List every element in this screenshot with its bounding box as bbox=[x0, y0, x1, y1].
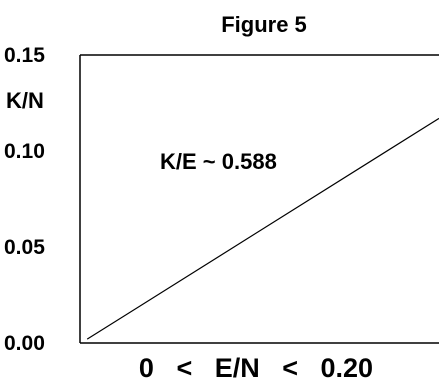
series-group bbox=[86, 117, 439, 340]
slope-annotation: K/E ~ 0.588 bbox=[160, 149, 277, 174]
y-tick-label: 0.00 bbox=[4, 332, 45, 355]
series-line bbox=[86, 117, 439, 340]
y-tick-label: 0.15 bbox=[4, 44, 45, 67]
y-tick-labels: 0.15 0.10 0.05 0.00 bbox=[4, 44, 45, 355]
x-axis-label: 0 < E/N < 0.20 bbox=[139, 353, 373, 383]
y-tick-label: 0.10 bbox=[4, 140, 45, 163]
y-axis-label: K/N bbox=[6, 88, 44, 113]
chart-title: Figure 5 bbox=[221, 12, 307, 37]
y-tick-label: 0.05 bbox=[4, 236, 45, 259]
